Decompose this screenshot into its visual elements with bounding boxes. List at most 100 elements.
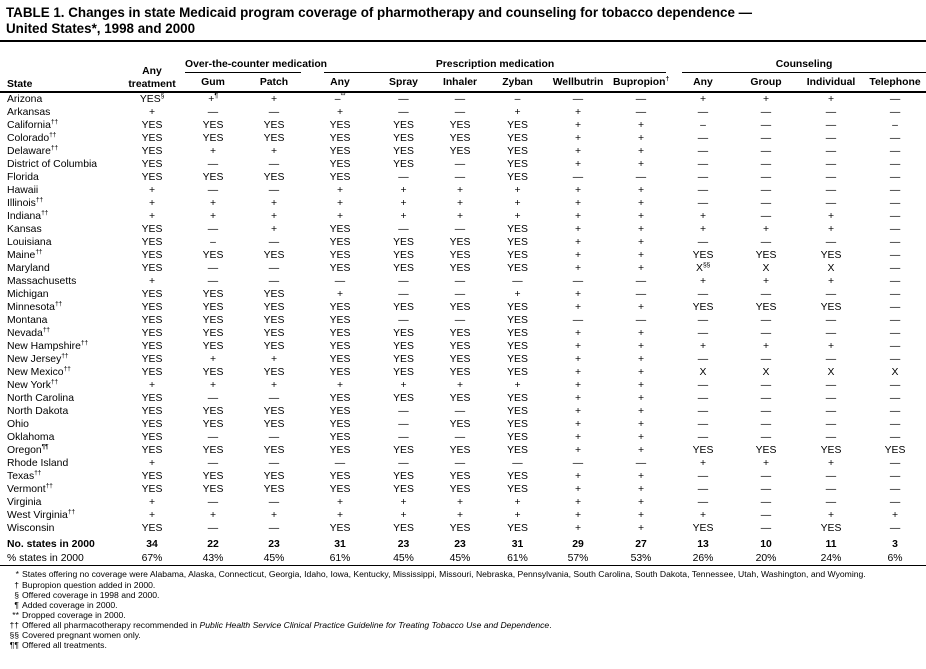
cell-value: + bbox=[637, 198, 645, 210]
cell-value: + bbox=[891, 510, 899, 522]
cell-value: + bbox=[574, 354, 582, 366]
cell-value: YES bbox=[329, 484, 351, 496]
cell-value: + bbox=[699, 224, 707, 236]
footnote: ¶ Added coverage in 2000. bbox=[2, 600, 920, 610]
cell-value: YES bbox=[263, 367, 285, 379]
table-row: Ohio YES YES YES YES — YES YES + + — — — — bbox=[0, 418, 926, 431]
cell-value: YES bbox=[507, 419, 528, 431]
cell-value: YES bbox=[329, 263, 351, 275]
cell-value: — bbox=[825, 237, 837, 249]
cell-value: + bbox=[574, 367, 582, 379]
cell-value: YES bbox=[329, 146, 351, 158]
cell-value: — bbox=[268, 276, 280, 288]
cell-value: — bbox=[825, 146, 837, 158]
cell-value: + bbox=[270, 146, 278, 158]
footnote: §§ Covered pregnant women only. bbox=[2, 630, 920, 640]
cell-value: — bbox=[398, 289, 409, 301]
cell-value: — bbox=[697, 172, 709, 184]
cell-value: + bbox=[148, 211, 156, 223]
cell-value: — bbox=[398, 172, 409, 184]
cell-value: – bbox=[892, 120, 898, 132]
cell-value: + bbox=[637, 471, 645, 483]
cell-value: — bbox=[697, 107, 709, 119]
cell-value: YES bbox=[449, 133, 471, 145]
cell-value: — bbox=[572, 315, 584, 327]
cell-value: — bbox=[825, 419, 837, 431]
cell-value: — bbox=[635, 458, 647, 470]
cell-state: Texas†† bbox=[7, 469, 42, 483]
cell-state: Virginia bbox=[7, 497, 42, 509]
cell-value: YES bbox=[329, 120, 351, 132]
summary-value: 22 bbox=[207, 539, 219, 551]
cell-value: X bbox=[762, 367, 770, 379]
footnote-marker: § bbox=[14, 589, 19, 600]
cell-value: + bbox=[400, 185, 407, 197]
cell-value: — bbox=[454, 406, 466, 418]
cell-value: — bbox=[889, 237, 901, 249]
cell-value: — bbox=[889, 185, 901, 197]
cell-value: — bbox=[889, 328, 901, 340]
cell-value: YES bbox=[202, 367, 224, 379]
cell-value: + bbox=[637, 367, 645, 379]
table-row: Vermont†† YES YES YES YES YES YES YES + + — — — — bbox=[0, 483, 926, 496]
cell-value: + bbox=[574, 302, 582, 314]
cell-value: YES bbox=[263, 471, 285, 483]
cell-state: Colorado†† bbox=[7, 131, 57, 145]
cell-value: — bbox=[760, 406, 772, 418]
cell-value: YES bbox=[393, 120, 414, 132]
cell-value: + bbox=[699, 211, 707, 223]
summary-value: 13 bbox=[697, 539, 709, 551]
cell-value: YES bbox=[507, 432, 528, 444]
cell-value: — bbox=[572, 458, 584, 470]
col-header-wellbutrin: Wellbutrin bbox=[546, 73, 610, 94]
cell-value: — bbox=[825, 289, 837, 301]
col-header-any-treatment: Any treatment bbox=[122, 42, 182, 94]
cell-value: — bbox=[889, 159, 901, 171]
cell-value: — bbox=[207, 263, 219, 275]
cell-value: YES bbox=[329, 237, 351, 249]
cell-value: +¶ bbox=[208, 92, 218, 106]
cell-state: Indiana†† bbox=[7, 209, 49, 223]
cell-value: + bbox=[637, 250, 645, 262]
cell-state: New Jersey†† bbox=[7, 352, 69, 366]
cell-value: — bbox=[268, 159, 280, 171]
cell-value: — bbox=[697, 354, 709, 366]
cell-value: — bbox=[268, 458, 280, 470]
cell-value: — bbox=[760, 185, 772, 197]
cell-value: YES bbox=[507, 159, 528, 171]
cell-value: YES bbox=[449, 146, 471, 158]
cell-value: — bbox=[697, 146, 709, 158]
cell-value: YES bbox=[141, 393, 163, 405]
cell-value: — bbox=[334, 458, 346, 470]
cell-value: YES bbox=[202, 315, 224, 327]
cell-value: + bbox=[574, 393, 582, 405]
cell-value: — bbox=[889, 211, 901, 223]
cell-value: — bbox=[825, 354, 837, 366]
cell-value: — bbox=[207, 107, 219, 119]
cell-value: YES bbox=[507, 393, 528, 405]
summary-value: 45% bbox=[263, 553, 285, 565]
table-row: Indiana†† + + + + + + + + + + — + — bbox=[0, 210, 926, 223]
cell-value: — bbox=[760, 380, 772, 392]
table-row: Texas†† YES YES YES YES YES YES YES + + — — — — bbox=[0, 470, 926, 483]
summary-value: 10 bbox=[760, 539, 772, 551]
cell-value: + bbox=[148, 185, 156, 197]
cell-value: YES bbox=[202, 484, 224, 496]
cell-value: — bbox=[454, 458, 466, 470]
cell-value: YES bbox=[449, 302, 471, 314]
cell-value: — bbox=[889, 302, 901, 314]
cell-state: North Dakota bbox=[7, 406, 69, 418]
cell-value: — bbox=[889, 289, 901, 301]
cell-value: YES bbox=[202, 302, 224, 314]
any-treatment-line2: treatment bbox=[128, 79, 176, 91]
table-row: District of Columbia YES — — YES YES — YES + + — — —… bbox=[0, 158, 926, 171]
cell-value: YES bbox=[507, 484, 528, 496]
cell-value: YES bbox=[202, 328, 224, 340]
summary-label: No. states in 2000 bbox=[7, 539, 95, 551]
summary-value: 20% bbox=[755, 553, 777, 565]
summary-value: 34 bbox=[146, 539, 158, 551]
cell-value: + bbox=[270, 94, 278, 106]
cell-value: + bbox=[514, 211, 521, 223]
cell-value: + bbox=[336, 198, 344, 210]
cell-value: — bbox=[454, 432, 466, 444]
